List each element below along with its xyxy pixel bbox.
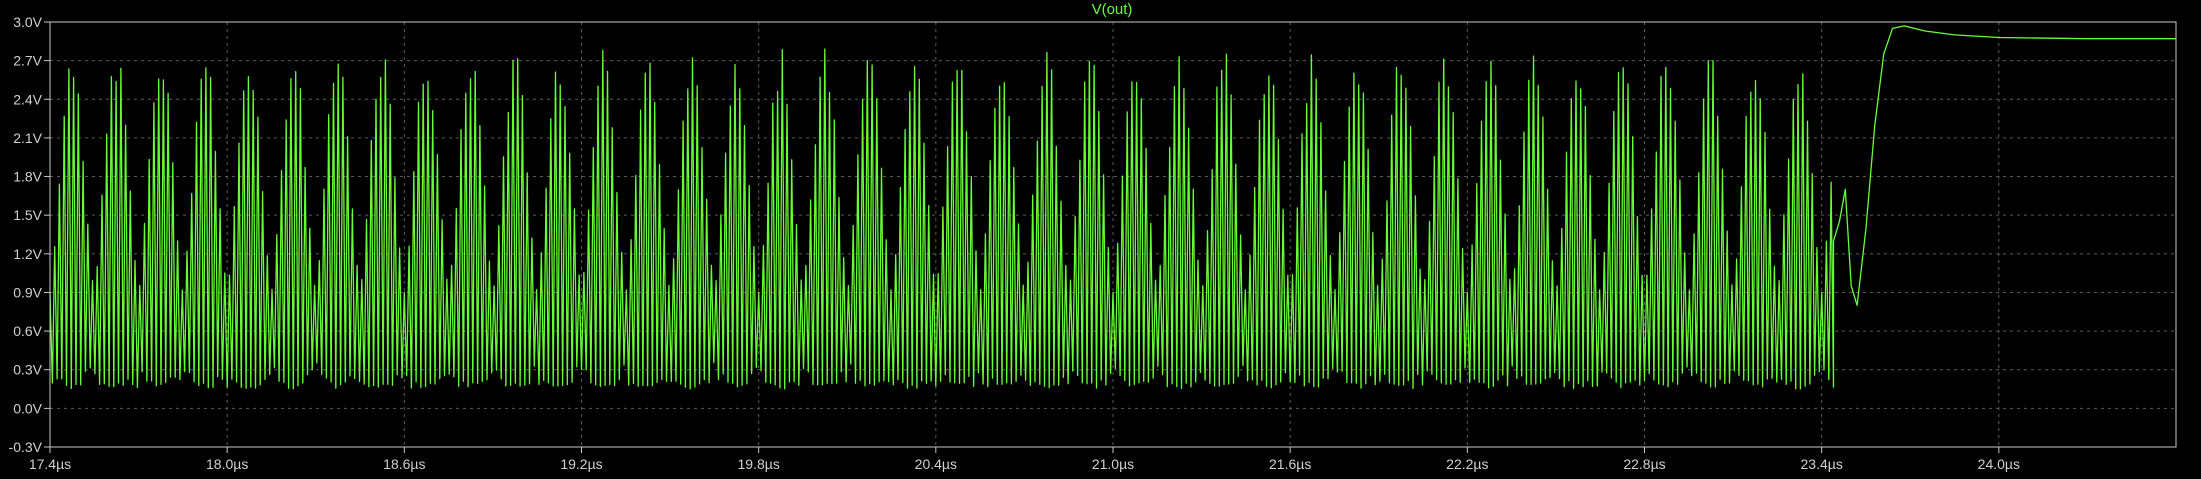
y-axis-ticks: 3.0V 2.7V 2.4V 2.1V 1.8V 1.5V 1.2V 0.9V 0.6V 0.3V… (9, 14, 50, 455)
chart-title: V(out) (1092, 1, 1133, 18)
x-axis-ticks: 17.4µs 18.0µs 18.6µs 19.2µs 19.8µs 20.4µs 21.0… (29, 447, 2020, 472)
y-tick-label: 0.0V (13, 400, 42, 416)
y-tick-label: 2.4V (13, 91, 42, 107)
trace-layer (49, 25, 2176, 390)
y-tick-label: 0.6V (13, 323, 42, 339)
x-tick-label: 24.0µs (1978, 456, 2020, 472)
x-tick-label: 19.2µs (560, 456, 602, 472)
x-tick-label: 22.8µs (1623, 456, 1665, 472)
y-tick-label: 3.0V (13, 14, 42, 30)
y-tick-label: 1.5V (13, 207, 42, 223)
y-tick-label: 1.8V (13, 169, 42, 185)
x-tick-label: 17.4µs (29, 456, 71, 472)
x-tick-label: 21.6µs (1269, 456, 1311, 472)
y-tick-label: 1.2V (13, 246, 42, 262)
x-tick-label: 20.4µs (915, 456, 957, 472)
y-tick-label: 0.9V (13, 284, 42, 300)
x-tick-label: 21.0µs (1092, 456, 1134, 472)
y-tick-label: 2.1V (13, 130, 42, 146)
y-tick-label: 2.7V (13, 53, 42, 69)
x-tick-label: 18.0µs (206, 456, 248, 472)
x-tick-label: 18.6µs (383, 456, 425, 472)
series-line-vout (49, 25, 2176, 390)
x-tick-label: 19.8µs (738, 456, 780, 472)
y-tick-label: -0.3V (9, 439, 43, 455)
x-tick-label: 22.2µs (1446, 456, 1488, 472)
x-tick-label: 23.4µs (1801, 456, 1843, 472)
y-tick-label: 0.3V (13, 362, 42, 378)
